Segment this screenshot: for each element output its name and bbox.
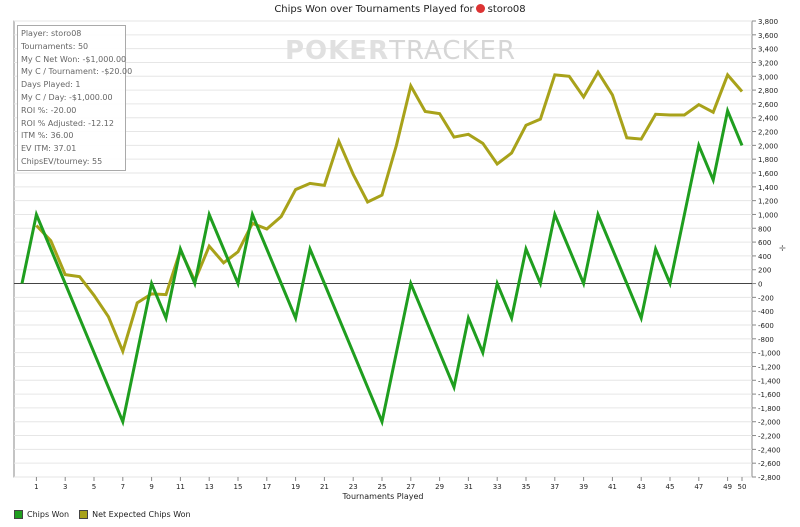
x-tick-label: 37 [550,483,559,491]
chart-title-text: Chips Won over Tournaments Played for [274,4,474,15]
x-tick-label: 23 [349,483,358,491]
y-tick-label: 3,800 [758,18,778,26]
x-tick-label: 11 [176,483,185,491]
x-tick-label: 47 [694,483,703,491]
y-tick-label: -1,000 [758,350,781,358]
y-tick-label: 3,200 [758,59,778,67]
x-tick-label: 9 [149,483,153,491]
x-tick-label: 15 [234,483,243,491]
x-axis-label: Tournaments Played [342,492,424,501]
legend-label: Chips Won [27,509,70,519]
stat-line: My C Net Won: -$1,000.00 [21,54,127,64]
y-tick-label: 1,000 [758,211,778,219]
y-tick-label: -2,200 [758,433,781,441]
y-tick-label: -800 [758,336,774,344]
axis-resize-handle-icon[interactable]: ✛ [779,244,786,253]
x-tick-label: 35 [522,483,531,491]
stats-box: Player: storo08 Tournaments: 50 My C Net… [17,25,133,171]
y-tick-label: 2,200 [758,129,778,137]
stat-line: Days Played: 1 [21,80,81,90]
y-tick-label: -2,800 [758,474,781,482]
y-tick-label: 800 [758,225,771,233]
x-tick-label: 50 [738,483,747,491]
x-tick-label: 17 [262,483,271,491]
y-tick-label: -2,400 [758,446,781,454]
y-tick-label: -1,400 [758,377,781,385]
watermark-poker: POKER [285,36,390,66]
y-tick-label: 2,800 [758,87,778,95]
legend: Chips Won Net Expected Chips Won [14,507,201,521]
x-tick-label: 49 [723,483,732,491]
legend-label: Net Expected Chips Won [92,509,191,519]
player-icon [475,4,485,13]
watermark-tracker: TRACKER [389,36,517,66]
x-tick-label: 31 [464,483,473,491]
series-line-expected [35,69,744,356]
y-tick-label: 1,800 [758,156,778,164]
stat-line: ITM %: 36.00 [21,131,74,141]
chart-title-player: storo08 [487,4,526,15]
y-tick-label: -2,600 [758,460,781,468]
x-tick-label: 29 [435,483,444,491]
x-tick-label: 19 [291,483,300,491]
stat-line: Player: storo08 [21,29,82,38]
x-tick-label: 3 [63,483,67,491]
y-tick-label: 1,600 [758,170,778,178]
x-tick-label: 43 [637,483,646,491]
y-tick-label: 3,400 [758,46,778,54]
y-tick-label: 1,400 [758,184,778,192]
x-tick-label: 25 [378,483,387,491]
legend-swatch [79,509,89,519]
legend-swatch [14,509,23,519]
stat-line: My C / Tournament: -$20.00 [21,67,133,77]
y-tick-label: 2,600 [758,101,778,109]
y-tick-label: 200 [758,267,771,275]
x-tick-label: 7 [121,483,125,491]
y-tick-label: -1,200 [758,363,781,371]
stat-line: ChipsEV/tourney: 55 [21,156,103,166]
legend-item-expected[interactable]: Net Expected Chips Won [79,509,191,519]
y-tick-label: 3,600 [758,32,778,40]
chart-title: Chips Won over Tournaments Played for sto… [0,4,800,15]
y-tick-label: -400 [758,308,774,316]
x-tick-label: 45 [666,483,675,491]
stat-line: ROI % Adjusted: -12.12 [21,118,114,128]
y-tick-label: 2,000 [758,142,778,150]
stat-line: EV ITM: 37.01 [21,144,77,154]
x-tick-label: 1 [34,483,38,491]
pokertracker-watermark: POKERTRACKER [285,36,516,66]
y-tick-label: 3,000 [758,73,778,81]
series-line-chips-won [20,105,744,427]
stat-line: ROI %: -20.00 [21,105,77,115]
y-tick-label: -200 [758,294,774,302]
x-tick-label: 5 [92,483,96,491]
legend-item-chips-won[interactable]: Chips Won [14,509,70,519]
y-tick-label: 2,400 [758,115,778,123]
y-tick-label: 400 [758,253,771,261]
y-tick-label: 600 [758,239,771,247]
x-tick-label: 33 [493,483,502,491]
x-tick-label: 21 [320,483,329,491]
stat-line: Tournaments: 50 [21,41,89,51]
stat-line: My C / Day: -$1,000.00 [21,92,113,102]
x-tick-label: 13 [205,483,214,491]
y-tick-label: -1,600 [758,391,781,399]
y-tick-label: 0 [758,281,762,289]
x-tick-label: 39 [579,483,588,491]
y-tick-label: 1,200 [758,198,778,206]
x-tick-label: 27 [406,483,415,491]
y-tick-label: -1,800 [758,405,781,413]
x-tick-label: 41 [608,483,617,491]
y-tick-label: -600 [758,322,774,330]
y-tick-label: -2,000 [758,419,781,427]
